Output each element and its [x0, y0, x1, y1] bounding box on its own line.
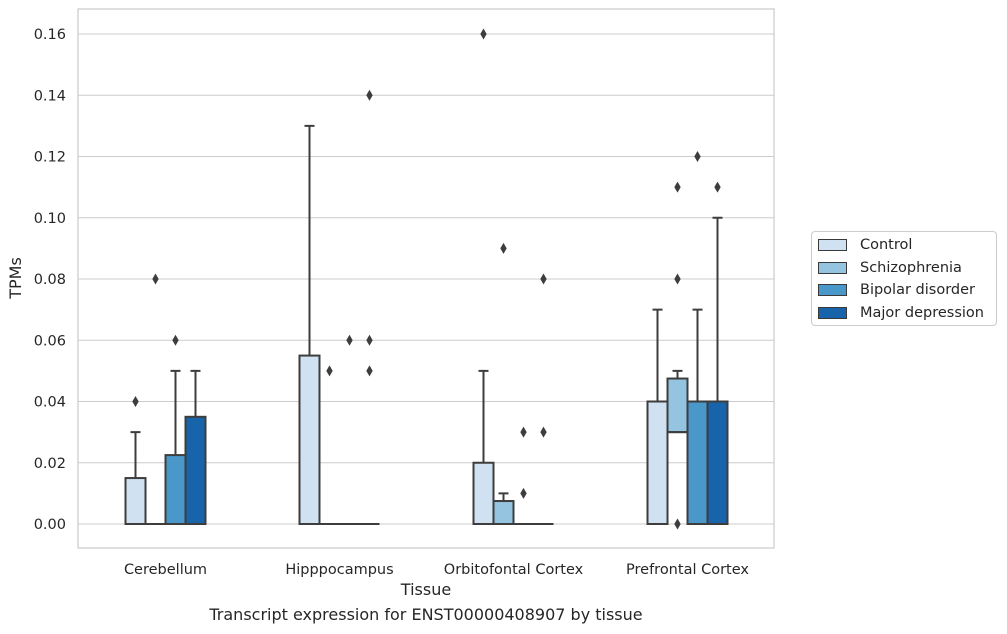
outlier-point: [674, 181, 681, 193]
outlier-point: [674, 518, 681, 530]
x-tick-label: Orbitofontal Cortex: [444, 562, 584, 578]
box-schizophrenia-hipppocampus: [319, 365, 340, 525]
legend-item-bipolar-disorder: Bipolar disorder: [818, 279, 975, 301]
box-major-depression-orbitofontal-cortex: [533, 273, 554, 525]
box-bipolar-disorder-prefrontal-cortex: [686, 151, 709, 525]
outlier-point: [366, 365, 373, 377]
legend-label-bipolar-disorder: Bipolar disorder: [860, 282, 975, 298]
box-body: [184, 415, 207, 525]
box-body: [646, 400, 669, 525]
box-control-prefrontal-cortex: [646, 308, 669, 525]
outlier-point: [326, 365, 333, 377]
outlier-point: [480, 28, 487, 40]
box-major-depression-cerebellum: [184, 369, 207, 525]
outlier-point: [674, 273, 681, 285]
outlier-point: [172, 334, 179, 346]
x-tick-label: Cerebellum: [124, 562, 207, 578]
legend-swatch-bipolar-disorder: [818, 284, 847, 296]
box-body: [124, 477, 147, 525]
legend-label-schizophrenia: Schizophrenia: [860, 259, 962, 276]
outlier-point: [540, 426, 547, 438]
outlier-point: [366, 334, 373, 346]
legend-label-control: Control: [860, 237, 913, 253]
box-schizophrenia-cerebellum: [145, 273, 166, 525]
outlier-point: [152, 273, 159, 285]
legend: Control Schizophrenia Bipolar disorder M…: [811, 231, 997, 326]
box-schizophrenia-prefrontal-cortex: [666, 181, 689, 530]
box-control-hipppocampus: [298, 124, 321, 525]
y-tick-label: 0.12: [34, 150, 66, 166]
y-axis-title: TPMs: [6, 257, 25, 300]
box-major-depression-hipppocampus: [359, 89, 380, 525]
y-tick-label: 0.16: [34, 27, 66, 43]
y-axis-ticks: 0.00 0.02 0.04 0.06 0.08 0.10 0.12 0.14 0.16: [34, 27, 66, 533]
y-tick-label: 0.04: [34, 395, 66, 411]
legend-swatch-schizophrenia: [818, 261, 847, 274]
outlier-point: [346, 334, 353, 346]
box-bipolar-disorder-hipppocampus: [339, 334, 360, 525]
legend-item-schizophrenia: Schizophrenia: [818, 257, 962, 279]
x-axis-ticks: Cerebellum Hipppocampus Orbitofontal Corte…: [124, 562, 749, 578]
outlier-point: [500, 242, 507, 254]
y-tick-label: 0.00: [34, 517, 66, 533]
outlier-point: [132, 396, 139, 407]
boxes: [124, 28, 729, 530]
y-tick-label: 0.02: [34, 456, 66, 472]
box-schizophrenia-orbitofontal-cortex: [492, 242, 515, 525]
box-bipolar-disorder-orbitofontal-cortex: [513, 426, 534, 525]
box-major-depression-prefrontal-cortex: [706, 181, 729, 525]
legend-label-major-depression: Major depression: [860, 304, 984, 321]
gridlines: [78, 33, 774, 525]
outlier-point: [694, 151, 701, 162]
box-body: [164, 454, 187, 525]
box-body: [492, 500, 515, 525]
legend-item-control: Control: [818, 234, 912, 256]
outlier-point: [714, 181, 721, 193]
box-body: [298, 354, 321, 525]
box-control-cerebellum: [124, 396, 147, 525]
box-body: [472, 461, 495, 525]
chart-caption: Transcript expression for ENST0000040890…: [209, 605, 643, 624]
x-tick-label: Prefrontal Cortex: [626, 562, 749, 578]
y-tick-label: 0.10: [34, 211, 66, 227]
y-tick-label: 0.08: [34, 272, 66, 288]
outlier-point: [540, 273, 547, 285]
box-body: [666, 377, 689, 434]
legend-swatch-major-depression: [818, 306, 847, 319]
legend-item-major-depression: Major depression: [818, 302, 984, 324]
box-body: [706, 400, 729, 525]
box-control-orbitofontal-cortex: [472, 28, 495, 525]
x-axis-title: Tissue: [400, 580, 451, 599]
plot-area-frame: [77, 8, 775, 549]
outlier-point: [520, 487, 527, 499]
x-tick-label: Hipppocampus: [285, 562, 393, 578]
outlier-point: [520, 426, 527, 438]
outlier-point: [366, 89, 373, 101]
box-body: [686, 400, 709, 525]
y-tick-label: 0.14: [34, 88, 66, 104]
box-bipolar-disorder-cerebellum: [164, 334, 187, 525]
y-tick-label: 0.06: [34, 333, 66, 349]
legend-swatch-control: [818, 239, 847, 251]
